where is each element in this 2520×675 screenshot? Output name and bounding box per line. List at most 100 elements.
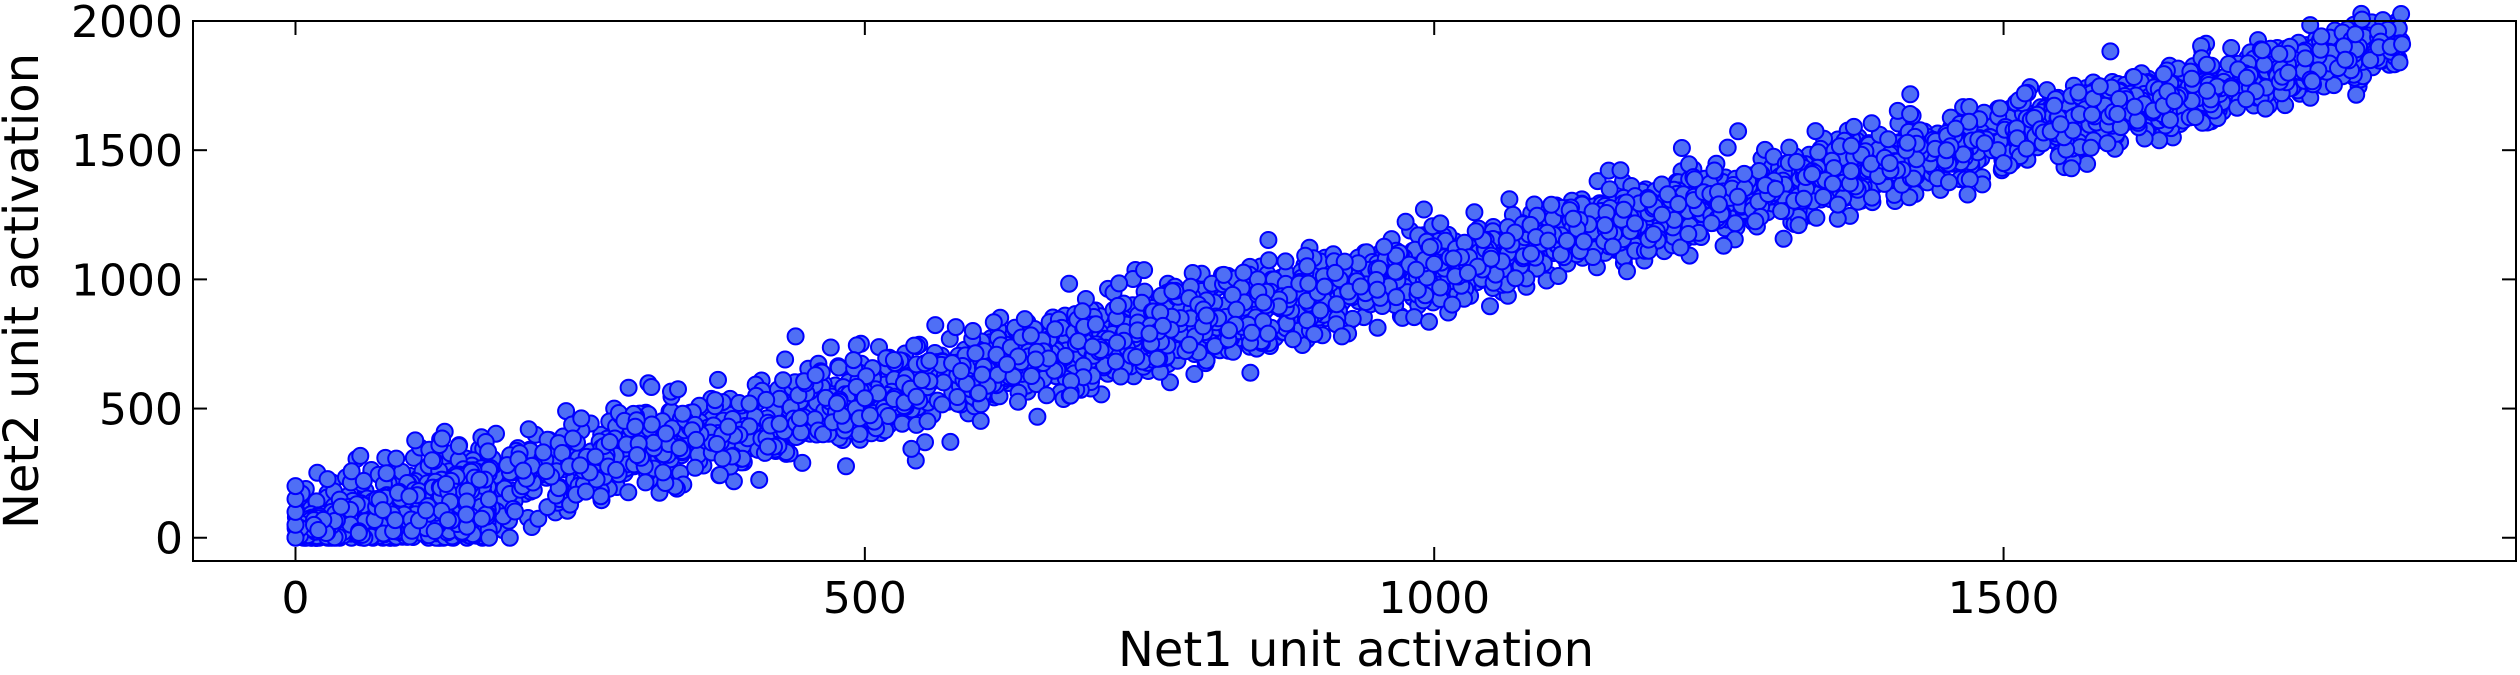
y-tick-label: 1000 bbox=[71, 255, 183, 306]
data-point bbox=[1653, 205, 1671, 224]
data-point bbox=[1994, 154, 2013, 173]
data-point bbox=[572, 409, 591, 428]
data-point bbox=[1163, 282, 1182, 301]
data-point bbox=[1015, 310, 1034, 329]
data-point bbox=[2098, 134, 2117, 153]
data-point bbox=[1444, 249, 1463, 268]
data-point bbox=[351, 446, 370, 465]
data-point bbox=[2393, 35, 2412, 54]
data-point bbox=[1022, 367, 1041, 385]
data-point bbox=[793, 453, 812, 472]
data-point bbox=[984, 313, 1003, 332]
data-point bbox=[2083, 105, 2101, 124]
data-point bbox=[1557, 231, 1576, 250]
data-point bbox=[1227, 300, 1246, 319]
data-point bbox=[1539, 231, 1558, 250]
data-point bbox=[1880, 154, 1899, 173]
data-point bbox=[1180, 335, 1199, 354]
data-point bbox=[814, 425, 832, 444]
data-point bbox=[470, 470, 489, 489]
data-point bbox=[607, 460, 626, 479]
data-point bbox=[1901, 85, 1920, 104]
data-point bbox=[1803, 165, 1822, 184]
data-point bbox=[1335, 252, 1354, 271]
y-axis-label: Net2 unit activation bbox=[0, 53, 50, 529]
data-point bbox=[2390, 53, 2409, 72]
data-point bbox=[1958, 185, 1977, 204]
data-point bbox=[1718, 138, 1737, 157]
data-point bbox=[1028, 407, 1047, 426]
data-point bbox=[2108, 105, 2127, 123]
data-point bbox=[1327, 295, 1346, 314]
data-point bbox=[2253, 41, 2272, 60]
data-point bbox=[2154, 65, 2173, 84]
x-axis: 0 500 1000 1500 bbox=[281, 21, 2060, 624]
data-point bbox=[1443, 295, 1462, 314]
data-point bbox=[1679, 225, 1698, 243]
data-point bbox=[1111, 367, 1130, 386]
data-point bbox=[1481, 297, 1499, 316]
data-point bbox=[1298, 311, 1317, 330]
data-point bbox=[479, 442, 498, 461]
data-point bbox=[828, 394, 846, 413]
data-point bbox=[1396, 212, 1415, 231]
data-point bbox=[514, 461, 533, 480]
data-point bbox=[1046, 320, 1065, 339]
data-point bbox=[417, 501, 435, 520]
data-point bbox=[479, 490, 498, 509]
data-point bbox=[670, 439, 689, 458]
data-point bbox=[1135, 261, 1154, 280]
data-point bbox=[1298, 257, 1317, 276]
data-point bbox=[1408, 281, 1427, 299]
data-point bbox=[1106, 352, 1125, 371]
data-point bbox=[687, 430, 706, 449]
data-point bbox=[449, 437, 468, 456]
data-point bbox=[1299, 274, 1318, 293]
data-point bbox=[2197, 55, 2216, 74]
data-point bbox=[1639, 190, 1658, 209]
data-point bbox=[342, 462, 361, 481]
data-point bbox=[1343, 309, 1362, 328]
data-point bbox=[1332, 327, 1351, 346]
data-point bbox=[2392, 5, 2411, 23]
data-point bbox=[806, 366, 825, 385]
data-point bbox=[318, 470, 337, 489]
data-point bbox=[2237, 68, 2256, 87]
x-axis-label: Net1 unit activation bbox=[1118, 622, 1594, 675]
data-point bbox=[1405, 308, 1424, 327]
data-point bbox=[1083, 337, 1102, 356]
data-point bbox=[847, 336, 866, 355]
data-point bbox=[1506, 269, 1525, 288]
data-point bbox=[2296, 49, 2315, 68]
data-point bbox=[711, 466, 729, 484]
x-tick-label: 500 bbox=[823, 573, 907, 624]
data-point bbox=[719, 417, 738, 436]
data-point bbox=[1937, 141, 1956, 160]
data-point bbox=[1828, 195, 1847, 214]
data-point bbox=[1153, 316, 1172, 335]
data-point bbox=[400, 487, 419, 506]
data-point bbox=[600, 433, 619, 451]
data-point bbox=[861, 406, 879, 425]
data-point bbox=[2198, 81, 2216, 100]
data-point bbox=[998, 355, 1016, 374]
data-point bbox=[2090, 77, 2109, 96]
data-point bbox=[1497, 231, 1516, 250]
data-point bbox=[1223, 285, 1242, 304]
data-point bbox=[757, 390, 776, 409]
data-point bbox=[534, 443, 553, 462]
data-point bbox=[1705, 161, 1724, 180]
data-point bbox=[1991, 99, 2009, 118]
data-point bbox=[386, 511, 405, 530]
data-point bbox=[1960, 170, 1979, 189]
data-point bbox=[2312, 27, 2331, 46]
data-point bbox=[1746, 212, 1765, 231]
data-point bbox=[1954, 145, 1973, 164]
data-point bbox=[438, 511, 457, 530]
data-point bbox=[1431, 278, 1450, 297]
data-point bbox=[1368, 318, 1387, 337]
data-point bbox=[1197, 306, 1216, 325]
data-point bbox=[1862, 114, 1881, 133]
data-point bbox=[2303, 72, 2322, 91]
data-point bbox=[1500, 190, 1519, 209]
